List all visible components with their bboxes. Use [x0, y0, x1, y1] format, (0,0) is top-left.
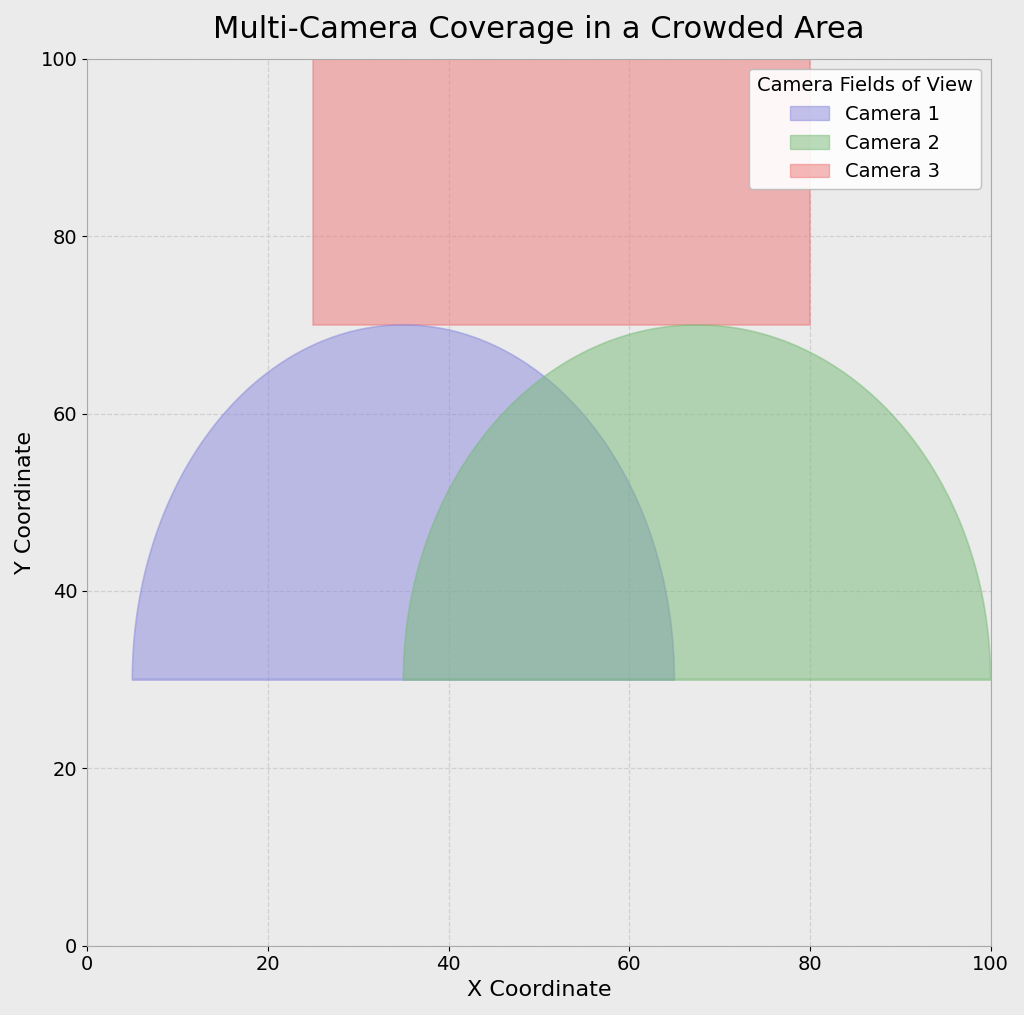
Bar [313, 59, 810, 325]
Polygon shape [132, 325, 675, 680]
Title: Multi-Camera Coverage in a Crowded Area: Multi-Camera Coverage in a Crowded Area [213, 15, 864, 44]
X-axis label: X Coordinate: X Coordinate [467, 980, 611, 1000]
Legend: Camera 1, Camera 2, Camera 3: Camera 1, Camera 2, Camera 3 [750, 69, 981, 189]
Y-axis label: Y Coordinate: Y Coordinate [15, 430, 35, 573]
Polygon shape [403, 325, 990, 680]
